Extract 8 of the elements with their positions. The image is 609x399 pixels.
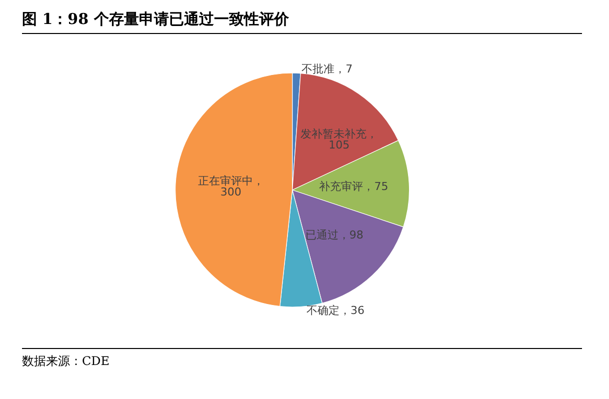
source-note: 数据来源：CDE [22,353,111,370]
slice-label: 补充审评，75 [319,180,388,193]
slice-label: 不批准，7 [302,62,353,76]
slice-label: 已通过，98 [305,228,364,242]
slice-label: 不确定，36 [306,304,364,318]
slice-label: 正在审评中，300 [198,174,264,199]
chart-title: 图 1：98 个存量申请已通过一致性评价 [22,10,582,34]
slice-label: 发补暂未补充，105 [300,127,378,152]
